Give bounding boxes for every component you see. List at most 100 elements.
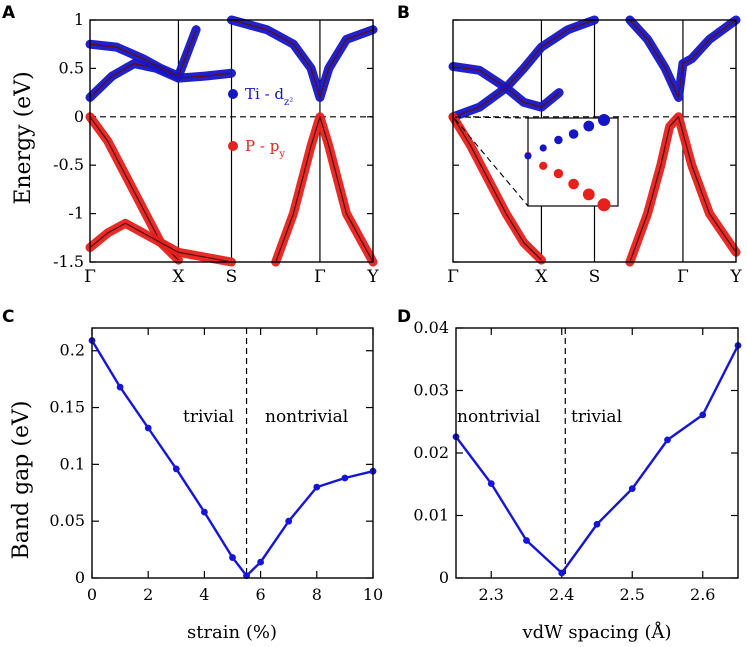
b-band-vb1-line xyxy=(452,116,542,261)
b-kpoint-label: Γ xyxy=(447,267,459,287)
panel-d-ticks: 2.3 2.4 2.5 2.6 0 0.01 0.02 0.03 0.04 xyxy=(413,318,738,604)
c-data-point xyxy=(144,424,152,432)
panel-a-yticks: 1 0.5 0 -0.5 -1 -1.5 xyxy=(53,10,373,271)
panel-letter-a: A xyxy=(2,3,16,23)
d-ytick-label: 0 xyxy=(439,568,449,587)
a-band-vb2-line xyxy=(275,116,374,263)
c-xtick-label: 4 xyxy=(199,585,209,604)
c-data-point xyxy=(341,474,349,482)
inset-point-lower xyxy=(553,168,564,179)
d-data-point xyxy=(558,569,566,577)
panel-d-xlabel: vdW spacing (Å) xyxy=(521,621,671,643)
c-data-point xyxy=(313,483,321,491)
c-data-point xyxy=(257,558,264,566)
c-ytick-label: 0.1 xyxy=(60,454,85,473)
legend-p-label: P - p xyxy=(245,137,279,155)
panel-c-strain-plot: Band gap (eV) strain (%) 0 2 4 6 8 10 0 0.05 0.1… xyxy=(9,327,383,643)
a-band-cb2-line xyxy=(89,29,197,77)
panel-c-ylabel: Band gap (eV) xyxy=(9,401,34,560)
a-kpoint-label: Y xyxy=(366,267,379,287)
panel-c-nontrivial-label: nontrivial xyxy=(265,407,348,427)
b-kpoint-label: S xyxy=(589,267,601,287)
panel-a-kpoint-lines xyxy=(177,20,321,262)
panel-c-frame xyxy=(91,327,374,579)
b-band-cb1-line xyxy=(452,65,560,108)
panel-c-ticks: 0 2 4 6 8 10 0 0.05 0.1 0.15 0.2 xyxy=(49,328,383,604)
svg-text:P - py: P - py xyxy=(245,137,285,160)
c-xtick-label: 0 xyxy=(87,585,97,604)
panel-a-frame xyxy=(89,19,374,263)
d-xtick-label: 2.5 xyxy=(620,585,645,604)
legend-ti-label: Ti - d xyxy=(245,85,284,103)
inset-point-upper xyxy=(539,144,547,152)
b-kpoint-label: X xyxy=(535,267,548,287)
panel-letter-b: B xyxy=(397,3,410,23)
c-data-point xyxy=(116,383,124,391)
inset-point-upper xyxy=(554,135,563,145)
a-kpoint-label: Γ xyxy=(84,267,96,287)
legend-ti: Ti - dz² xyxy=(228,85,293,108)
c-xtick-label: 10 xyxy=(363,585,383,604)
legend-p-sub: y xyxy=(278,149,285,160)
panel-b-inset xyxy=(454,114,619,212)
inset-point-upper xyxy=(568,129,579,139)
b-kpoint-label: Γ xyxy=(677,267,689,287)
panel-c-xlabel: strain (%) xyxy=(187,622,277,643)
c-ytick-label: 0 xyxy=(75,568,85,587)
d-xtick-label: 2.6 xyxy=(690,585,715,604)
panel-d-trivial-label: trivial xyxy=(571,407,622,427)
panel-b-frame xyxy=(452,19,737,263)
a-ytick-label: -1 xyxy=(68,204,84,223)
inset-point-upper xyxy=(598,114,610,126)
legend-ti-sub: z² xyxy=(284,97,293,108)
c-xtick-label: 8 xyxy=(312,585,322,604)
c-data-point xyxy=(229,554,236,561)
inset-point-lower xyxy=(597,198,611,212)
panel-c-trivial-label: trivial xyxy=(183,407,234,427)
c-data-point xyxy=(285,517,293,525)
panel-d-frame xyxy=(455,327,739,579)
panel-d-series xyxy=(452,342,742,577)
b-band-cb2-line xyxy=(452,19,595,118)
d-data-point xyxy=(487,480,495,488)
a-ytick-label: 1 xyxy=(74,10,84,29)
d-xtick-label: 2.4 xyxy=(549,585,574,604)
c-data-point xyxy=(201,508,208,516)
a-ytick-label: 0.5 xyxy=(59,58,84,77)
d-data-point xyxy=(523,537,530,544)
inset-connector-bottom xyxy=(454,118,529,207)
a-band-vb2-weight xyxy=(271,112,378,267)
c-xtick-label: 2 xyxy=(143,585,153,604)
b-kpoint-label: Y xyxy=(729,267,742,287)
legend-p-marker xyxy=(228,141,238,151)
d-data-point xyxy=(699,411,707,419)
legend-p: P - py xyxy=(228,137,285,160)
c-series-line xyxy=(90,339,374,577)
inset-point-lower xyxy=(568,178,579,190)
inset-connector-top xyxy=(454,116,529,119)
panel-d-vdw-plot: vdW spacing (Å) 2.3 2.4 2.5 2.6 0 0.01 0.02 0.0… xyxy=(413,318,742,643)
inset-point-lower xyxy=(539,161,548,170)
panel-a-bands xyxy=(85,15,378,267)
a-ytick-label: -1.5 xyxy=(53,252,84,271)
c-xtick-label: 6 xyxy=(256,585,266,604)
d-data-point xyxy=(628,485,636,493)
panel-c-series xyxy=(88,337,377,580)
inset-point-dirac xyxy=(524,152,532,160)
panel-a-ylabel: Energy (eV) xyxy=(11,71,36,204)
panel-b-bands xyxy=(448,15,741,267)
a-ytick-label: -0.5 xyxy=(53,155,84,174)
d-data-point xyxy=(593,520,601,528)
d-ytick-label: 0.04 xyxy=(413,318,449,337)
c-data-point xyxy=(172,465,180,473)
d-data-point xyxy=(664,436,671,444)
a-kpoint-label: S xyxy=(226,267,238,287)
a-ytick-label: 0 xyxy=(74,107,84,126)
d-xtick-label: 2.3 xyxy=(479,585,504,604)
svg-text:Ti - dz²: Ti - dz² xyxy=(245,85,293,108)
inset-point-lower xyxy=(582,188,595,201)
b-band-vb2-line xyxy=(629,116,737,263)
panel-d-nontrivial-label: nontrivial xyxy=(457,407,540,427)
